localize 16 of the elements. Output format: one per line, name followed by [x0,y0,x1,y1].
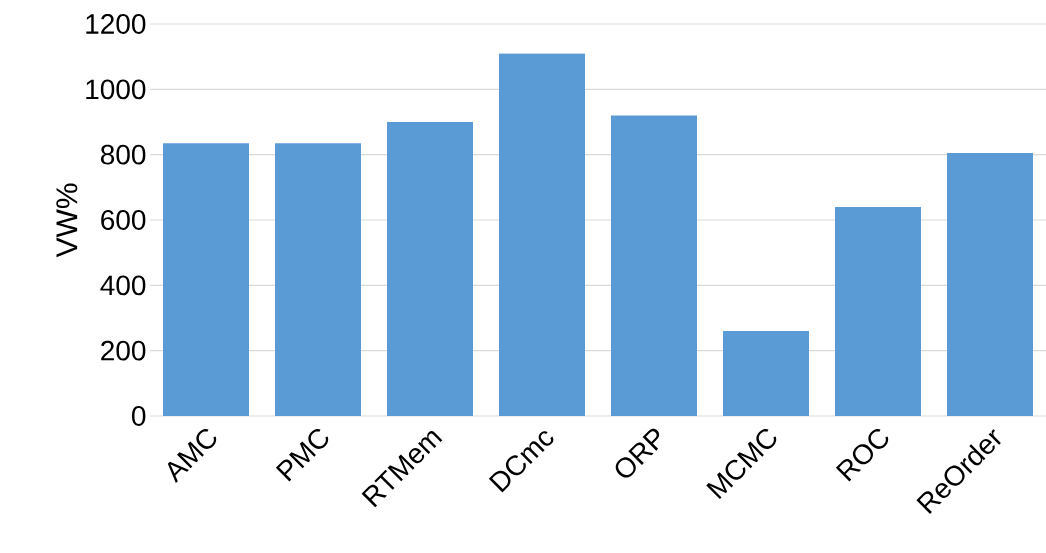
bar [723,331,809,416]
bar [499,53,586,416]
bar [387,121,474,416]
y-tick-label: 1200 [86,14,146,34]
bar [947,153,1033,416]
bar [163,143,250,416]
y-tick-label: 600 [101,210,146,230]
y-tick-label: 800 [100,144,146,165]
y-tick-label: 1000 [86,79,146,100]
y-tick-label: 200 [101,340,146,361]
y-axis-title: VW% [56,183,78,258]
y-tick-label: 400 [100,275,146,296]
bar [611,115,697,416]
bar [275,143,362,416]
bar [835,206,921,416]
y-tick-label: 0 [132,406,146,426]
